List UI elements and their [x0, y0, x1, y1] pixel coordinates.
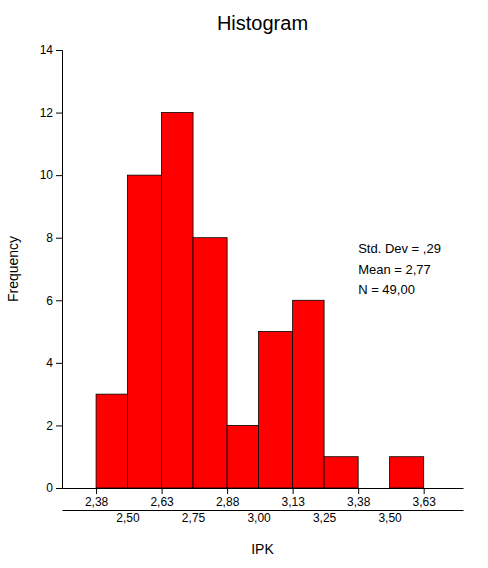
- bar: [193, 238, 227, 488]
- x-tick: 3,50: [378, 510, 402, 525]
- bar: [390, 457, 424, 488]
- x-tick-mark: [424, 488, 425, 494]
- title: Histogram: [217, 12, 308, 34]
- x-tick: 2,63: [150, 488, 174, 509]
- x-tick-label: 3,13: [281, 495, 305, 509]
- y-tick-mark: [56, 488, 62, 489]
- y-tick-mark: [56, 50, 62, 51]
- x-tick-label: 2,50: [116, 511, 140, 525]
- x-tick-mark: [227, 488, 228, 494]
- y-tick-label: 6: [46, 294, 53, 308]
- x-tick-mark: [162, 488, 163, 494]
- y-tick-mark: [56, 363, 62, 364]
- bar: [358, 488, 389, 489]
- bar: [324, 457, 358, 488]
- bars: [96, 113, 424, 488]
- plot: 024681012142,382,632,883,133,383,632,502…: [40, 43, 464, 524]
- y-tick: 10: [40, 168, 62, 182]
- annotation-line: N = 49,00: [358, 282, 415, 297]
- x-tick-label: 3,38: [347, 495, 371, 509]
- x-tick: 2,88: [216, 488, 240, 509]
- x-axis: 2,38 2,63 2,88 3,13 3,38 3,63: [63, 488, 464, 509]
- annotation: Std. Dev = ,29 Mean = 2,77 N = 49,00: [358, 241, 441, 298]
- y-axis-title: Frequency: [5, 236, 21, 302]
- x-tick-label: 3,63: [413, 495, 437, 509]
- x-tick: 3,38: [347, 488, 371, 509]
- x-tick-label: 2,88: [216, 495, 240, 509]
- x-axis-line: [63, 488, 464, 489]
- y-tick-label: 8: [46, 231, 53, 245]
- x-tick-label: 3,00: [247, 511, 271, 525]
- bar: [162, 113, 193, 488]
- y-tick-mark: [56, 238, 62, 239]
- x-tick: 3,00: [247, 510, 271, 525]
- y-tick-mark: [56, 300, 62, 301]
- y-tick-mark: [56, 425, 62, 426]
- bar: [96, 394, 127, 488]
- y-tick-label: 10: [40, 168, 54, 182]
- x-tick: 3,63: [413, 488, 437, 509]
- y-tick-mark: [56, 113, 62, 114]
- bar: [293, 300, 324, 488]
- annotation-line: Std. Dev = ,29: [358, 241, 441, 256]
- x-tick-mark: [293, 488, 294, 494]
- chart: 024681012142,382,632,883,133,383,632,502…: [0, 0, 488, 568]
- x-tick-label: 3,50: [378, 511, 402, 525]
- y-tick-mark: [56, 175, 62, 176]
- y-tick-label: 14: [40, 43, 54, 57]
- y-tick: 6: [46, 294, 62, 308]
- x-tick-label: 2,75: [182, 511, 206, 525]
- bar: [227, 425, 258, 488]
- x-tick-label: 2,63: [150, 495, 174, 509]
- y-tick-label: 0: [46, 481, 53, 495]
- y-tick-label: 4: [46, 356, 53, 370]
- x-tick: 2,75: [182, 510, 206, 525]
- annotation-line: Mean = 2,77: [358, 262, 431, 277]
- y-axis-line: [56, 51, 63, 489]
- x-axis-lower: 2,50 2,75 3,00 3,25 3,50: [63, 510, 464, 525]
- y-tick: 2: [46, 419, 62, 433]
- x-tick-mark: [96, 488, 97, 494]
- y-tick: 4: [46, 356, 62, 370]
- x-tick: 3,25: [313, 510, 337, 525]
- y-axis: 0 2 4 6 8 10 12 14: [40, 43, 63, 495]
- x-tick-label: 2,38: [85, 495, 109, 509]
- x-tick: 3,13: [281, 488, 305, 509]
- bar: [128, 175, 162, 488]
- x-tick: 2,38: [85, 488, 109, 509]
- x-tick-mark: [358, 488, 359, 494]
- y-tick: 0: [46, 481, 62, 495]
- y-tick: 12: [40, 106, 62, 120]
- y-tick-label: 2: [46, 419, 53, 433]
- x-axis-title: IPK: [251, 541, 274, 557]
- x-tick: 2,50: [116, 510, 140, 525]
- x-tick-label: 3,25: [313, 511, 337, 525]
- y-tick-label: 12: [40, 106, 54, 120]
- y-tick: 8: [46, 231, 62, 245]
- y-tick: 14: [40, 43, 62, 57]
- bar: [259, 332, 293, 488]
